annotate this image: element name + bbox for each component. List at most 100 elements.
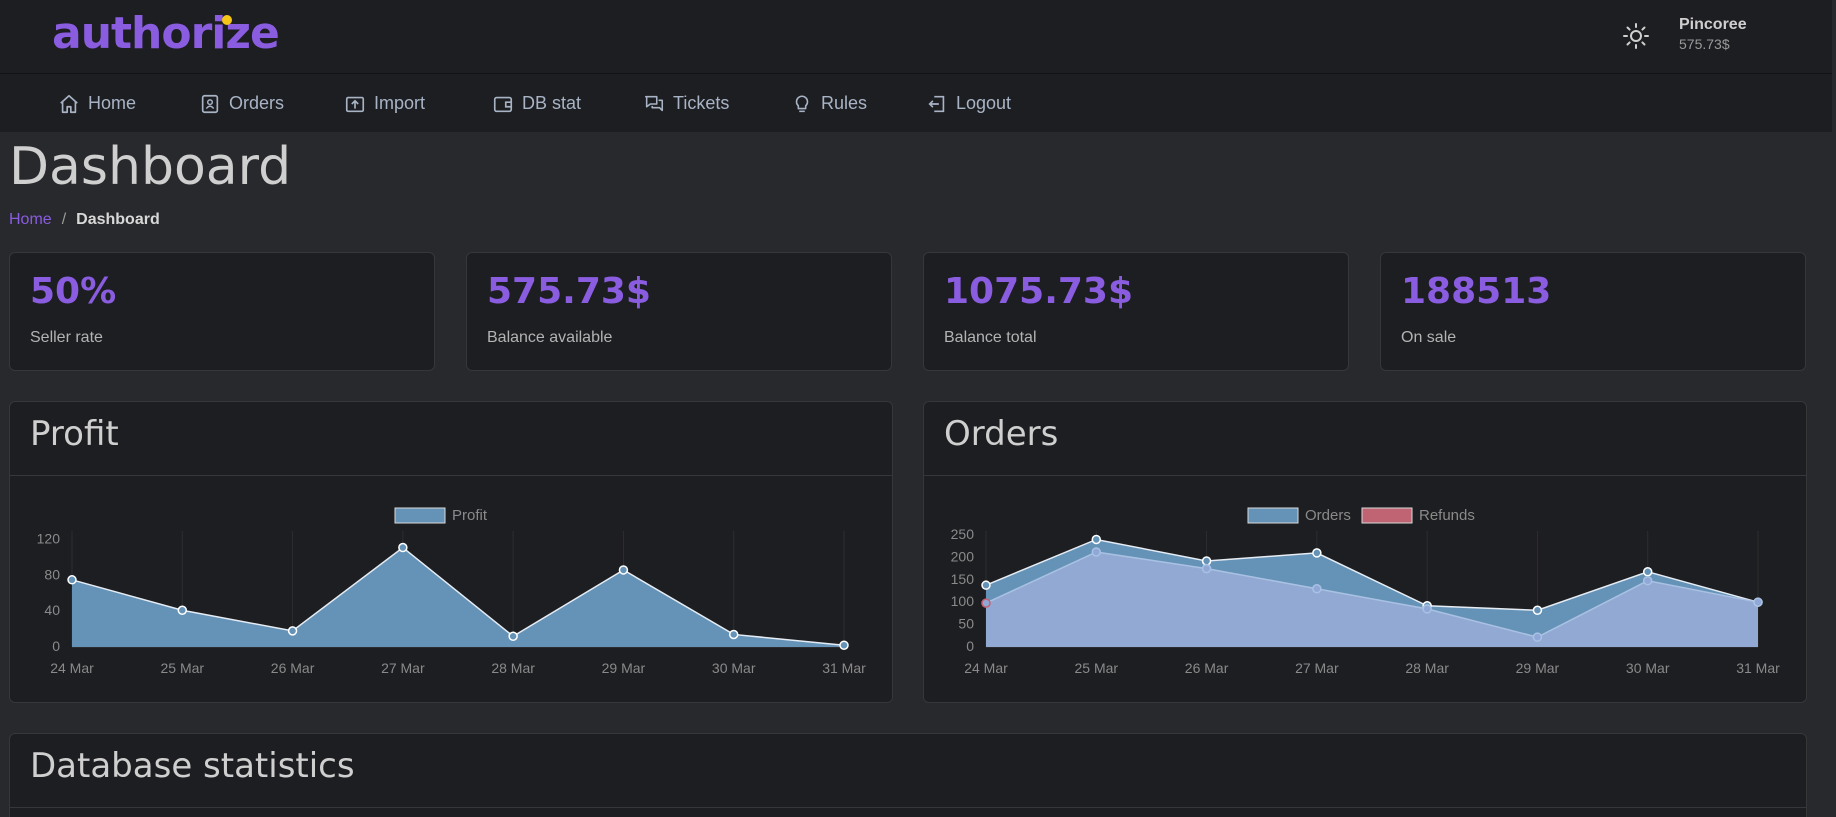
stat-card-balance-total: 1075.73$ Balance total <box>923 252 1349 371</box>
nav-item-rules[interactable]: Rules <box>791 74 867 133</box>
x-tick-label: 30 Mar <box>712 660 756 676</box>
user-menu[interactable]: Pincoree 575.73$ <box>1679 16 1747 52</box>
data-point <box>1532 632 1543 642</box>
data-point <box>618 565 629 575</box>
y-tick-label: 80 <box>44 566 60 582</box>
import-icon <box>345 96 365 112</box>
x-tick-label: 26 Mar <box>271 660 315 676</box>
x-tick-label: 25 Mar <box>160 660 204 676</box>
panel-title: Orders <box>944 414 1059 454</box>
stat-label: On sale <box>1401 329 1457 346</box>
panel-title: Profit <box>30 414 119 454</box>
y-tick-label: 50 <box>958 616 974 632</box>
y-tick-label: 0 <box>52 638 60 654</box>
stat-card-on-sale: 188513 On sale <box>1380 252 1806 371</box>
series-line <box>71 546 845 646</box>
orders-icon <box>201 94 219 113</box>
y-tick-label: 0 <box>966 638 974 654</box>
nav-item-import[interactable]: Import <box>344 74 425 133</box>
y-tick-label: 120 <box>37 530 61 546</box>
database-statistics-panel: Database statistics <box>9 733 1807 817</box>
home-icon <box>60 94 78 113</box>
data-point <box>1753 597 1763 607</box>
breadcrumb: Home / Dashboard <box>9 211 160 229</box>
logo[interactable]: authorize <box>52 8 280 59</box>
x-tick-label: 27 Mar <box>381 660 425 676</box>
series-area <box>72 547 844 647</box>
page-title: Dashboard <box>9 137 292 197</box>
stat-label: Seller rate <box>30 329 103 346</box>
top-bar: authorize Pincoree 575.73$ <box>0 0 1832 73</box>
x-tick-label: 31 Mar <box>822 660 866 676</box>
nav-label: Logout <box>956 93 1012 113</box>
logo-dot <box>222 15 232 25</box>
main-nav: Home Orders Import DB stat Tickets Rules… <box>0 73 1832 132</box>
series-line <box>985 551 1759 638</box>
data-point <box>981 598 991 608</box>
stat-value: 1075.73$ <box>944 271 1134 312</box>
data-point <box>1312 548 1322 558</box>
tickets-icon <box>644 95 664 111</box>
data-point <box>508 631 518 641</box>
legend-label: Orders <box>1305 507 1351 524</box>
stat-value: 188513 <box>1401 271 1552 312</box>
breadcrumb-current: Dashboard <box>76 211 160 228</box>
x-tick-label: 31 Mar <box>1736 660 1780 676</box>
orders-chart: 0 50 100 150 200 250 24 Mar 25 Mar 26 Mar 27 Mar 2… <box>951 507 1780 676</box>
nav-label: Tickets <box>673 93 730 113</box>
user-balance: 575.73$ <box>1679 36 1730 52</box>
user-name: Pincoree <box>1679 16 1747 33</box>
nav-label: DB stat <box>522 93 582 113</box>
x-tick-label: 29 Mar <box>1516 660 1560 676</box>
data-point <box>1201 563 1212 574</box>
wallet-icon <box>493 96 513 112</box>
series-line <box>985 538 1759 612</box>
y-tick-label: 200 <box>951 548 975 564</box>
nav-label: Rules <box>821 93 868 113</box>
nav-label: Orders <box>229 93 285 113</box>
x-tick-label: 29 Mar <box>602 660 646 676</box>
y-tick-label: 150 <box>951 571 975 587</box>
breadcrumb-home-link[interactable]: Home <box>9 211 52 228</box>
data-point <box>1091 534 1102 545</box>
data-point <box>728 629 739 640</box>
logout-icon <box>928 95 945 112</box>
stat-label: Balance total <box>944 329 1037 346</box>
legend-swatch <box>394 507 446 524</box>
nav-item-tickets[interactable]: Tickets <box>643 74 729 133</box>
data-point <box>67 575 77 585</box>
divider <box>10 475 892 476</box>
data-point <box>981 580 991 590</box>
legend-label: Refunds <box>1419 507 1475 524</box>
stat-value: 575.73$ <box>487 271 651 312</box>
y-tick-label: 250 <box>951 526 975 542</box>
profit-panel: Profit 0 40 80 120 24 Mar 25 Mar 26 Mar 27 Mar 2… <box>9 401 893 703</box>
panel-title: Database statistics <box>30 746 355 786</box>
nav-label: Home <box>88 93 137 113</box>
data-point <box>1642 566 1653 577</box>
sun-icon[interactable] <box>1620 20 1652 52</box>
x-tick-label: 30 Mar <box>1626 660 1670 676</box>
stat-card-balance-available: 575.73$ Balance available <box>466 252 892 371</box>
legend-swatch <box>1247 507 1299 524</box>
stat-label: Balance available <box>487 329 613 346</box>
nav-item-orders[interactable]: Orders <box>199 74 284 133</box>
data-point <box>1422 604 1432 614</box>
nav-label: Import <box>374 93 426 113</box>
nav-item-logout[interactable]: Logout <box>926 74 1011 133</box>
data-point <box>839 640 849 650</box>
nav-item-db-stat[interactable]: DB stat <box>492 74 581 133</box>
legend-label: Profit <box>452 507 488 524</box>
x-tick-label: 28 Mar <box>491 660 535 676</box>
data-point <box>398 542 408 553</box>
y-tick-label: 40 <box>44 602 60 618</box>
nav-item-home[interactable]: Home <box>58 74 136 133</box>
breadcrumb-separator: / <box>61 211 67 228</box>
x-tick-label: 24 Mar <box>964 660 1008 676</box>
data-point <box>1642 575 1653 586</box>
orders-panel: Orders 0 50 100 150 200 250 24 Mar 25 Mar 26 Mar… <box>923 401 1807 703</box>
y-tick-label: 100 <box>951 593 975 609</box>
x-tick-label: 26 Mar <box>1185 660 1229 676</box>
stat-card-seller-rate: 50% Seller rate <box>9 252 435 371</box>
data-point <box>1201 556 1212 566</box>
